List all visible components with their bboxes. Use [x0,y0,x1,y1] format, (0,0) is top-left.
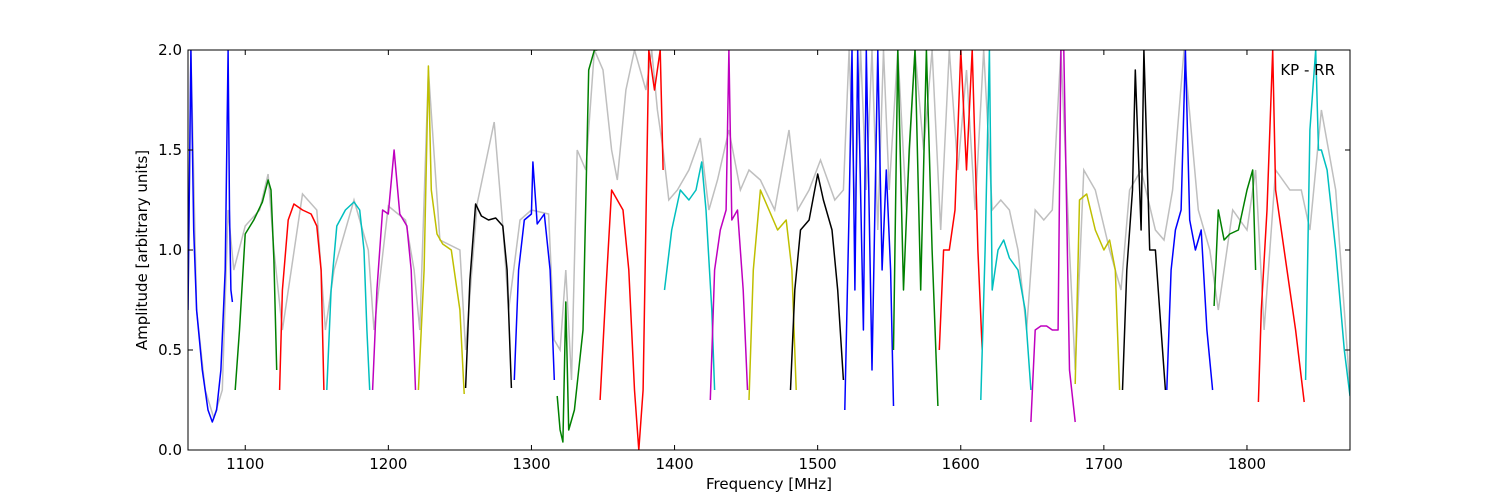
background-trace-layer [188,50,1350,421]
series-line-15 [844,50,895,411]
y-axis-title: Amplitude [arbitrary units] [133,150,151,350]
x-tick-label: 1300 [512,455,550,473]
x-axis-title: Frequency [MHz] [706,475,832,493]
x-tick-label: 1700 [1085,455,1123,473]
series-layer [188,50,1350,450]
series-line-19 [1030,50,1076,423]
series-line-16 [892,50,939,407]
ticks-layer: 1100 1200 1300 1400 1500 1600 1700 1800 0.0 0.5 1.… [158,41,1350,473]
series-line-23 [1213,169,1257,307]
x-tick-label: 1200 [369,455,407,473]
background-trace [188,50,1350,421]
series-line-1 [188,50,234,423]
series-line-17 [938,50,983,351]
series-line-21 [1121,50,1167,391]
plot-area [188,50,1350,450]
series-line-20 [1074,193,1121,391]
series-line-4 [326,201,371,391]
series-line-14 [789,173,845,391]
series-line-12 [709,50,749,401]
chart-annotation: KP - RR [1280,61,1335,79]
series-line-9 [556,50,598,443]
series-line-5 [371,149,417,391]
x-tick-label: 1400 [655,455,693,473]
series-line-22 [1166,50,1214,391]
series-line-2 [234,179,278,391]
y-tick-label: 2.0 [158,41,182,59]
series-line-3 [278,203,325,391]
x-tick-label: 1600 [942,455,980,473]
series-line-10 [599,50,664,450]
series-line-18 [980,50,1032,401]
series-line-6 [417,65,465,395]
series-line-8 [513,161,556,381]
x-tick-label: 1800 [1228,455,1266,473]
series-line-11 [663,161,716,391]
series-line-7 [464,203,513,389]
series-line-25 [1304,50,1350,397]
series-line-24 [1257,50,1305,403]
y-tick-label: 1.0 [158,241,182,259]
y-tick-label: 0.5 [158,341,182,359]
x-tick-label: 1500 [799,455,837,473]
series-line-13 [748,189,797,401]
y-tick-label: 0.0 [158,441,182,459]
y-tick-label: 1.5 [158,141,182,159]
x-tick-label: 1100 [226,455,264,473]
